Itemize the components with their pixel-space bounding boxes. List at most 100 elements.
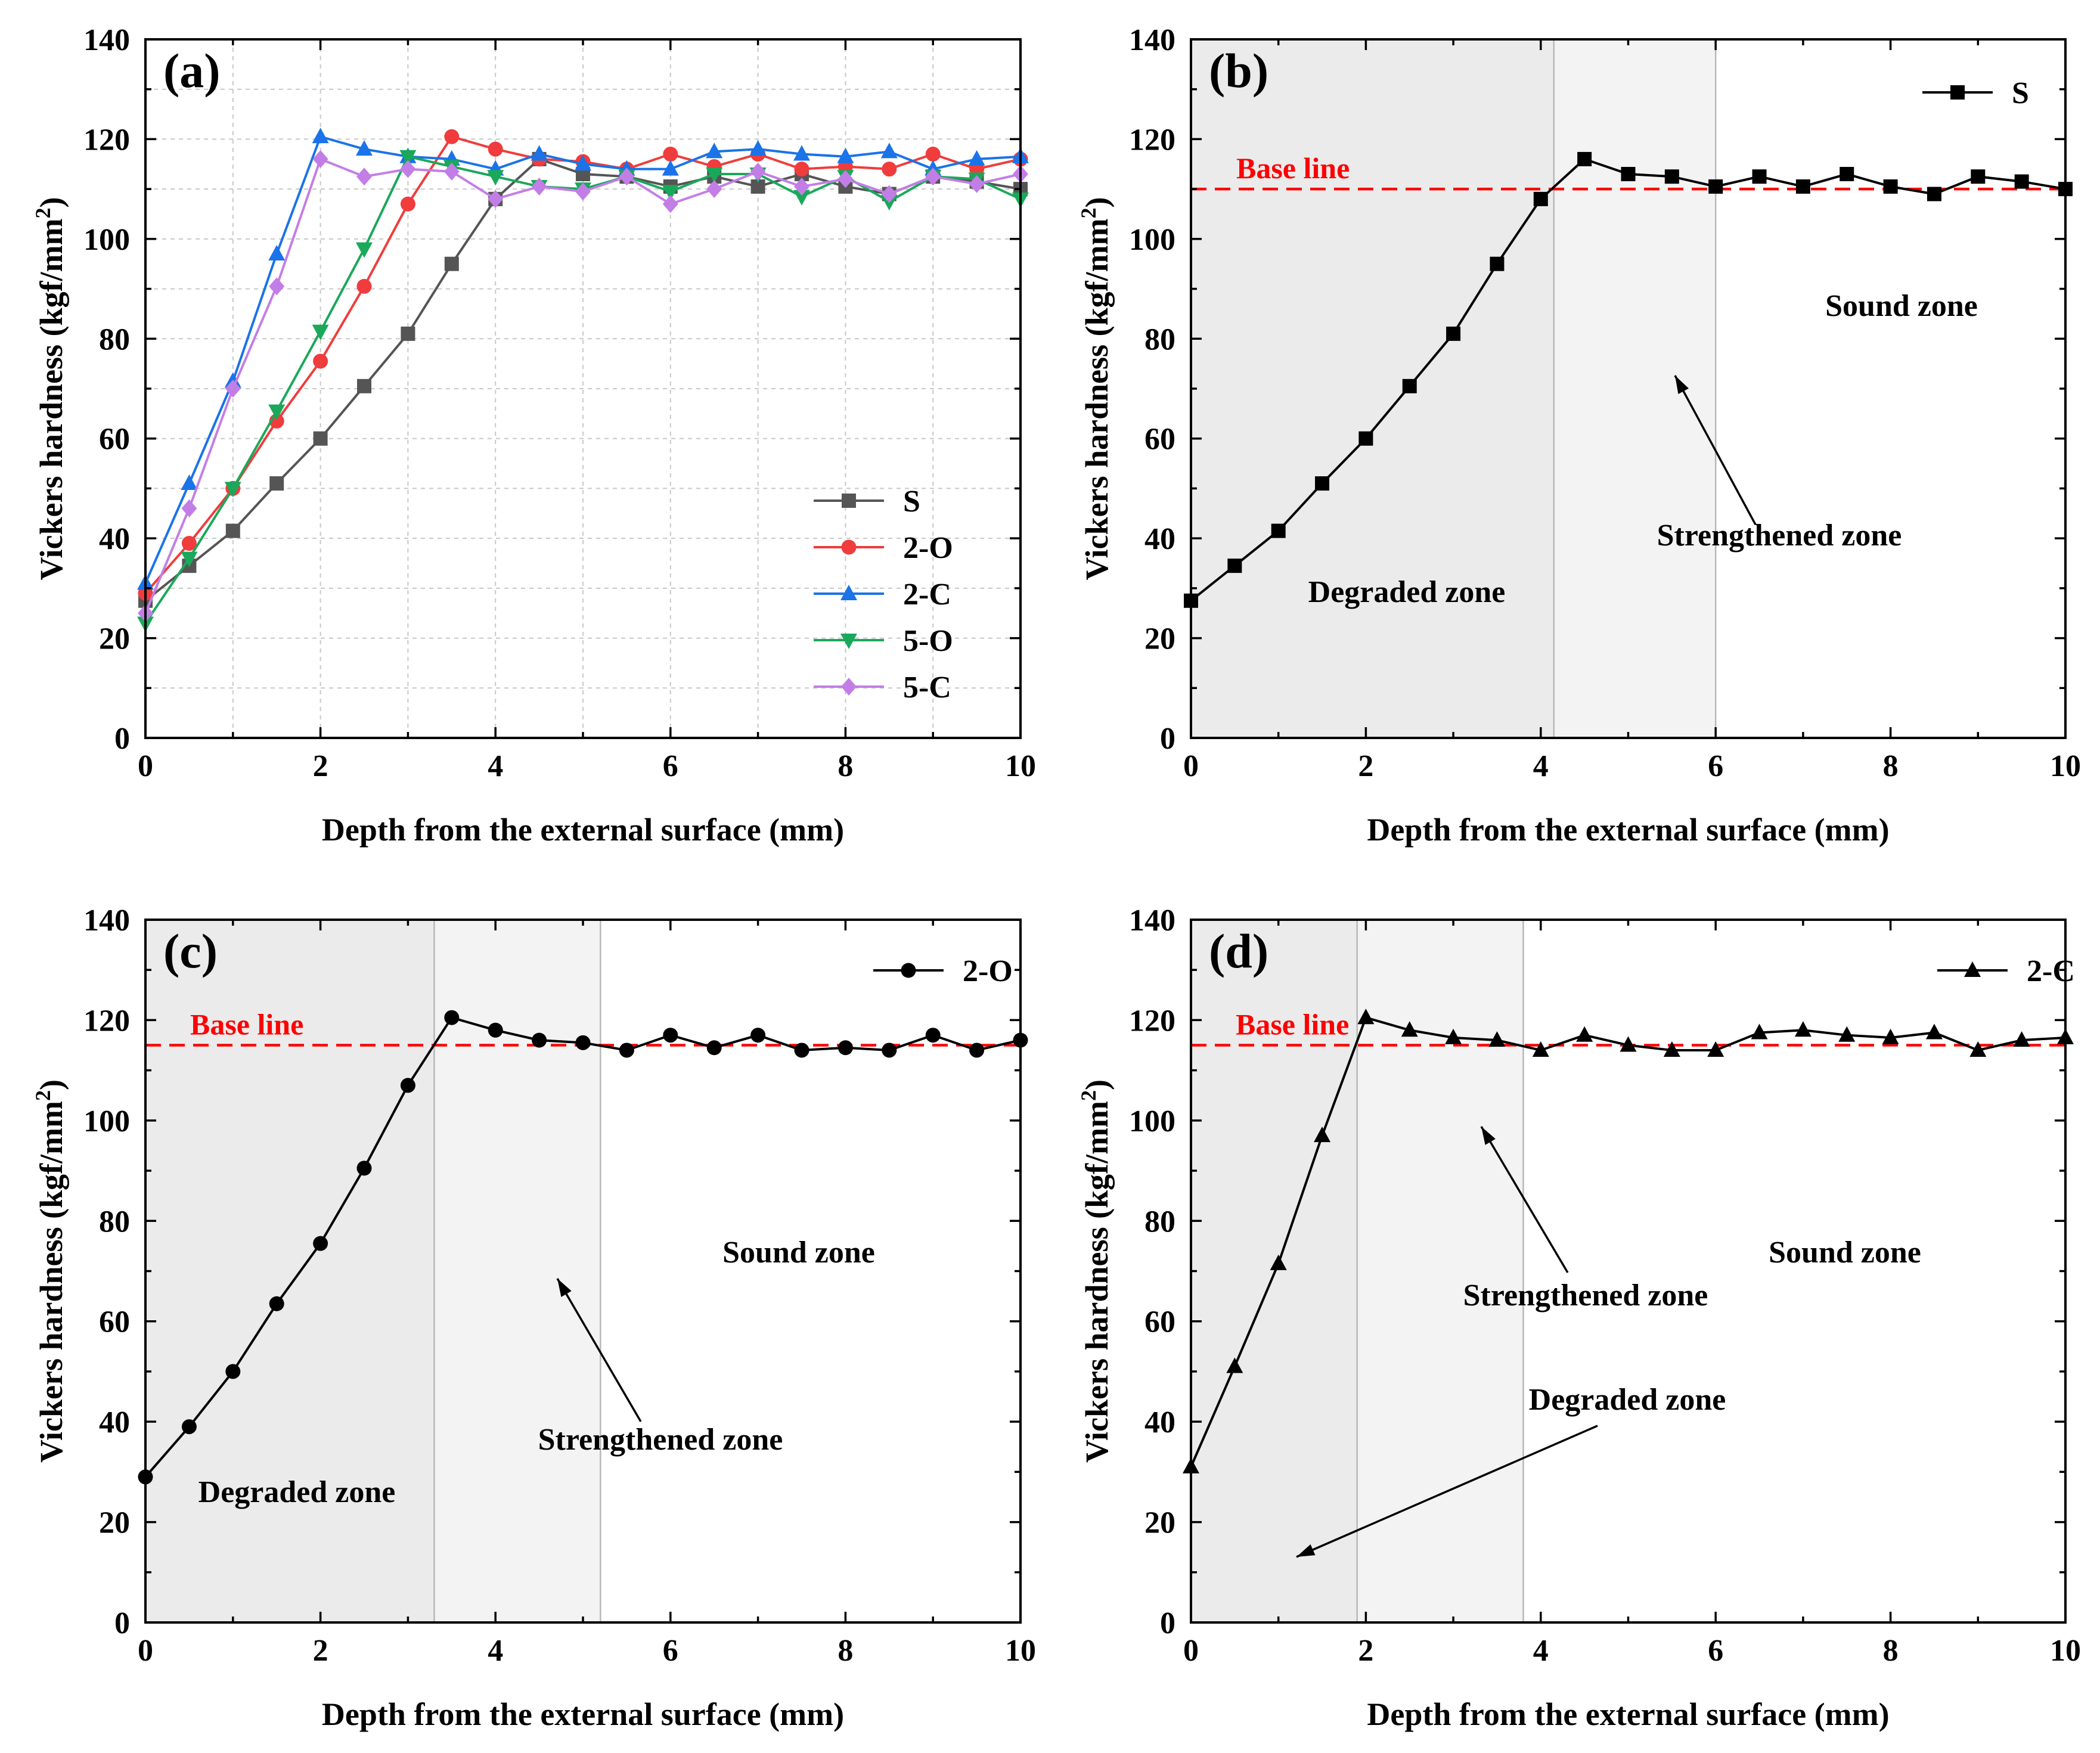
y-tick-label: 120: [1129, 123, 1175, 157]
legend: 2-O: [873, 954, 1013, 988]
y-tick-label: 80: [1144, 322, 1175, 356]
data-point-2-O: [794, 1043, 809, 1058]
data-point-5-C: [881, 185, 897, 203]
data-point-2-O: [663, 1028, 678, 1043]
data-point-2-C: [1488, 1031, 1506, 1047]
data-point-5-C: [488, 190, 504, 208]
data-point-2-O: [400, 196, 415, 212]
y-tick-label: 40: [99, 1405, 130, 1439]
y-tick-label: 80: [99, 322, 130, 356]
data-point-2-O: [313, 1236, 328, 1251]
panel-label: (c): [163, 924, 218, 978]
data-point-2-O: [925, 1028, 941, 1043]
series-line-5-C: [144, 157, 1021, 614]
legend-marker-5-O: [840, 634, 857, 649]
y-tick-label: 0: [1160, 722, 1175, 756]
data-point-2-O: [488, 141, 503, 157]
x-tick-label: 8: [837, 1634, 853, 1668]
y-tick-label: 40: [1144, 522, 1175, 556]
data-point-2-C: [1445, 1028, 1462, 1044]
data-point-2-C: [2013, 1031, 2030, 1047]
legend-label-5-C: 5-C: [903, 671, 951, 705]
data-point-S: [1708, 179, 1723, 194]
y-tick-label: 140: [1129, 23, 1175, 57]
panel-label: (a): [163, 44, 221, 98]
data-point-5-O: [356, 242, 373, 258]
data-point-2-C: [1576, 1026, 1593, 1042]
legend-label-S: S: [903, 485, 920, 519]
data-point-S: [1402, 378, 1417, 393]
data-point-5-O: [706, 167, 723, 184]
base-line-label: Base line: [1236, 151, 1350, 185]
x-tick-label: 6: [663, 1634, 678, 1668]
y-tick-label: 40: [1144, 1405, 1175, 1439]
annotation-arrow-0-shaft: [1674, 375, 1757, 525]
x-tick-label: 6: [1708, 749, 1723, 783]
data-point-S: [1490, 256, 1505, 271]
y-tick-label: 0: [114, 1606, 130, 1640]
data-point-2-C: [531, 145, 548, 161]
data-point-2-C: [312, 128, 329, 144]
data-point-S: [1621, 167, 1636, 182]
data-point-S: [269, 476, 284, 491]
x-tick-label: 10: [2050, 749, 2081, 783]
data-point-2-C: [662, 160, 679, 176]
data-point-2-C: [1357, 1009, 1375, 1025]
annotation-arrow-0-head: [557, 1279, 572, 1297]
data-point-2-O: [619, 1043, 634, 1058]
data-point-2-O: [444, 129, 460, 144]
y-tick-label: 120: [1129, 1004, 1175, 1038]
y-tick-label: 140: [83, 904, 130, 938]
x-tick-label: 0: [1183, 1634, 1199, 1668]
y-tick-label: 60: [1144, 423, 1175, 457]
data-point-2-O: [750, 1028, 766, 1043]
y-tick-label: 20: [1144, 622, 1175, 656]
data-point-5-O: [224, 482, 241, 498]
data-point-5-C: [181, 499, 197, 517]
sound-zone-label: Sound zone: [1825, 289, 1978, 323]
data-point-2-C: [1794, 1021, 1811, 1037]
data-point-5-C: [269, 277, 285, 296]
x-tick-label: 0: [138, 749, 153, 783]
x-axis-label: Depth from the external surface (mm): [322, 812, 844, 848]
x-tick-label: 2: [313, 1634, 328, 1668]
annotation-arrow-0-shaft: [1480, 1126, 1569, 1273]
panel-label: (b): [1209, 44, 1268, 98]
data-point-2-C: [356, 140, 373, 156]
data-point-5-C: [837, 170, 854, 188]
strengthened-zone-label: Strengthened zone: [538, 1423, 783, 1457]
y-tick-label: 100: [83, 223, 130, 257]
y-axis-label: Vickers hardness (kgf/mm2): [31, 1079, 69, 1463]
legend-marker-2-C: [1964, 961, 1981, 977]
data-point-5-O: [268, 404, 286, 420]
data-point-S: [444, 256, 459, 271]
strengthened-zone-shade: [1357, 920, 1524, 1622]
y-tick-label: 140: [83, 23, 130, 57]
data-point-2-C: [1969, 1041, 1987, 1057]
data-point-2-O: [706, 1040, 722, 1056]
base-line-label: Base line: [190, 1008, 303, 1041]
legend-label-2-O: 2-O: [963, 954, 1013, 988]
data-point-S: [401, 326, 415, 341]
data-point-2-C: [1314, 1127, 1331, 1143]
data-point-5-C: [750, 162, 766, 181]
data-point-2-O: [532, 1032, 547, 1048]
x-axis-label: Depth from the external surface (mm): [322, 1696, 844, 1732]
annotation-arrow-0-head: [1481, 1127, 1496, 1145]
data-point-2-C: [181, 474, 198, 491]
legend-marker-S: [842, 494, 856, 508]
strengthened-zone-shade: [434, 920, 601, 1622]
legend: S 2-O 2-C 5-O 5-C: [814, 485, 953, 705]
x-axis-label: Depth from the external surface (mm): [1367, 1696, 1889, 1732]
data-point-2-C: [268, 244, 286, 260]
y-axis-label: Vickers hardness (kgf/mm2): [1077, 1079, 1115, 1463]
data-point-2-C: [837, 147, 854, 163]
data-point-2-O: [269, 1296, 284, 1311]
data-point-2-O: [313, 353, 328, 369]
x-tick-label: 2: [1358, 1634, 1373, 1668]
data-point-S: [1664, 169, 1679, 184]
strengthened-zone-shade: [1553, 39, 1716, 738]
data-point-5-O: [399, 150, 417, 166]
data-point-5-O: [793, 190, 810, 206]
